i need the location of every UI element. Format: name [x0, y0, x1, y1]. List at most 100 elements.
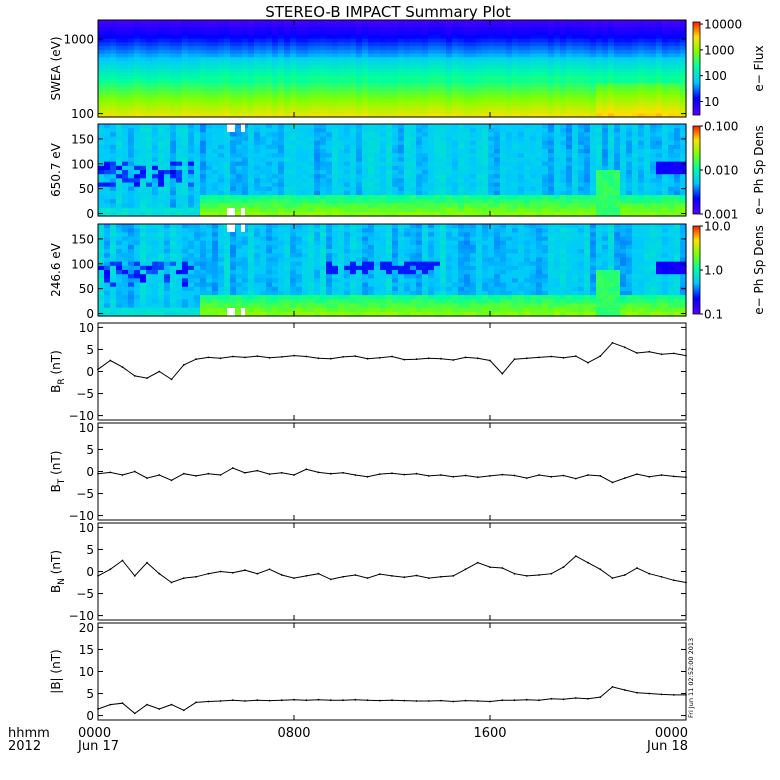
- heatmap-cell: [320, 140, 327, 146]
- heatmap-cell: [452, 64, 459, 70]
- heatmap-cell: [548, 182, 555, 188]
- heatmap-cell: [104, 307, 111, 313]
- heatmap-cell: [536, 83, 543, 88]
- heatmap-cell: [242, 113, 249, 118]
- heatmap-cell: [176, 61, 183, 66]
- heatmap-cell: [266, 128, 273, 133]
- heatmap-cell: [500, 165, 507, 171]
- heatmap-cell: [392, 190, 399, 196]
- heatmap-cell: [386, 27, 393, 32]
- heatmap-cell: [206, 170, 213, 175]
- heatmap-cell: [284, 23, 291, 29]
- heatmap-cell: [164, 61, 171, 66]
- heatmap-cell: [116, 144, 123, 150]
- heatmap-cell: [338, 190, 345, 196]
- heatmap-cell: [650, 190, 657, 196]
- heatmap-cell: [110, 203, 117, 209]
- heatmap-cell: [356, 203, 363, 209]
- heatmap-cell: [434, 31, 441, 36]
- heatmap-cell: [296, 42, 303, 47]
- heatmap-cell: [164, 49, 171, 55]
- heatmap-cell: [536, 144, 543, 150]
- heatmap-cell: [536, 157, 543, 163]
- heatmap-cell: [500, 174, 507, 179]
- heatmap-cell: [116, 236, 123, 242]
- heatmap-cell: [566, 199, 573, 205]
- heatmap-cell: [470, 94, 477, 99]
- heatmap-cell: [128, 282, 135, 288]
- heatmap-cell: [530, 190, 537, 196]
- colorbar-tick-label: 10: [704, 95, 719, 109]
- heatmap-cell: [110, 61, 117, 66]
- heatmap-cell: [614, 87, 621, 92]
- heatmap-cell: [506, 31, 513, 36]
- heatmap-cell: [152, 182, 159, 188]
- heatmap-cell: [248, 27, 255, 32]
- heatmap-cell: [668, 195, 675, 200]
- heatmap-cell: [572, 140, 579, 146]
- heatmap-cell: [482, 113, 489, 118]
- heatmap-cell: [122, 124, 129, 129]
- heatmap-cell: [392, 31, 399, 36]
- heatmap-cell: [98, 311, 105, 317]
- heatmap-cell: [548, 23, 555, 29]
- heatmap-cell: [320, 161, 327, 167]
- heatmap-cell: [398, 174, 405, 179]
- heatmap-cell: [572, 190, 579, 196]
- heatmap-cell: [488, 165, 495, 171]
- heatmap-cell: [470, 136, 477, 142]
- heatmap-cell: [218, 195, 225, 200]
- heatmap-cell: [152, 75, 159, 81]
- heatmap-cell: [122, 253, 129, 259]
- heatmap-cell: [140, 170, 147, 175]
- heatmap-cell: [644, 87, 651, 92]
- heatmap-cell: [416, 207, 423, 213]
- heatmap-cell: [488, 153, 495, 159]
- heatmap-cell: [560, 140, 567, 146]
- heatmap-cell: [332, 27, 339, 32]
- heatmap-cell: [596, 132, 603, 138]
- heatmap-cell: [152, 278, 159, 284]
- heatmap-cell: [620, 49, 627, 55]
- heatmap-cell: [104, 68, 111, 73]
- heatmap-cell: [134, 87, 141, 92]
- heatmap-cell: [302, 165, 309, 171]
- heatmap-cell: [500, 105, 507, 111]
- heatmap-cell: [404, 144, 411, 150]
- heatmap-cell: [626, 157, 633, 163]
- heatmap-cell: [518, 38, 525, 43]
- heatmap-cell: [164, 153, 171, 159]
- heatmap-cell: [278, 72, 285, 77]
- heatmap-cell: [596, 170, 603, 175]
- heatmap-cell: [596, 165, 603, 171]
- heatmap-cell: [452, 165, 459, 171]
- heatmap-cell: [368, 46, 375, 51]
- heatmap-cell: [482, 31, 489, 36]
- heatmap-cell: [158, 157, 165, 163]
- heatmap-cell: [236, 53, 243, 58]
- heatmap-cell: [398, 87, 405, 92]
- heatmap-cell: [272, 53, 279, 58]
- heatmap-cell: [596, 53, 603, 58]
- heatmap-cell: [422, 49, 429, 55]
- heatmap-cell: [164, 207, 171, 213]
- heatmap-cell: [626, 79, 633, 85]
- heatmap-cell: [662, 102, 669, 107]
- heatmap-cell: [548, 61, 555, 66]
- heatmap-cell: [110, 102, 117, 107]
- heatmap-cell: [548, 190, 555, 196]
- heatmap-cell: [344, 98, 351, 103]
- heatmap-cell: [518, 113, 525, 118]
- heatmap-cell: [506, 132, 513, 138]
- heatmap-cell: [272, 207, 279, 213]
- heatmap-cell: [416, 53, 423, 58]
- heatmap-cell: [470, 72, 477, 77]
- heatmap-cell: [566, 94, 573, 99]
- heatmap-cell: [452, 57, 459, 62]
- heatmap-cell: [446, 178, 453, 184]
- heatmap-cell: [242, 27, 249, 32]
- heatmap-cell: [620, 207, 627, 213]
- heatmap-cell: [578, 31, 585, 36]
- heatmap-cell: [638, 98, 645, 103]
- heatmap-cell: [518, 23, 525, 29]
